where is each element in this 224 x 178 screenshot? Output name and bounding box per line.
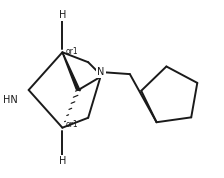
Text: HN: HN [3,95,18,105]
Text: H: H [59,156,66,166]
Text: or1: or1 [65,120,78,129]
Text: H: H [59,10,66,20]
Polygon shape [62,52,80,91]
Text: N: N [97,67,105,77]
Text: or1: or1 [65,47,78,56]
